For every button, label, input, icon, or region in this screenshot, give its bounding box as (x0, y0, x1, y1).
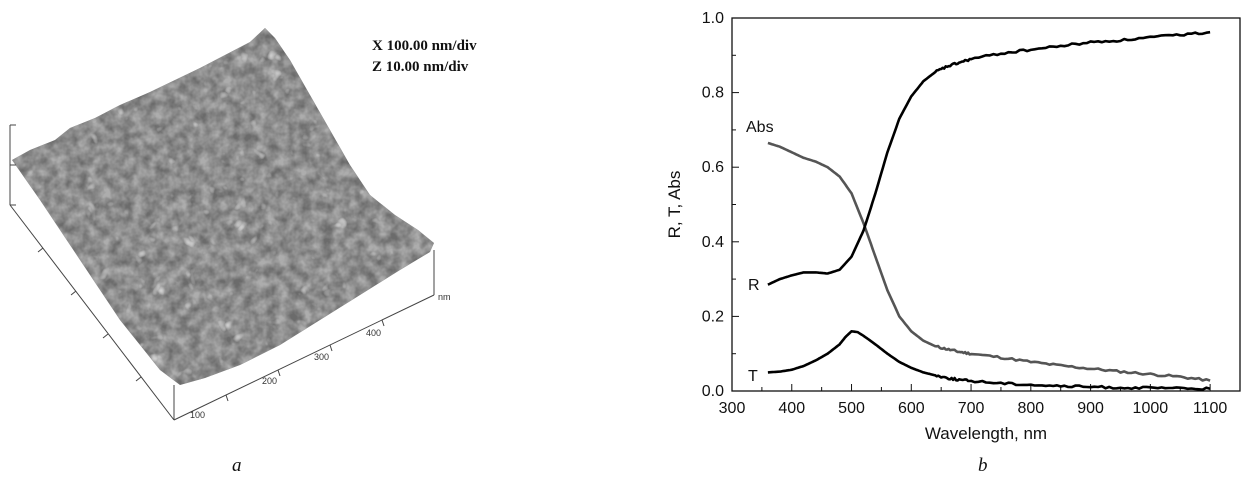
y-tick-label: 0.0 (702, 383, 724, 400)
x-tick-label: 300 (719, 400, 746, 417)
panel-label-b: b (978, 455, 988, 476)
y-tick-label: 0.6 (702, 159, 724, 176)
x-tick-label: 500 (838, 400, 865, 417)
plot-frame (731, 17, 1241, 392)
spectra-chart: 300 400 500 600 700 800 900 1000 1100 0.0 0.2 0.4 0… (665, 10, 1241, 443)
series-line-abs (767, 141, 1211, 382)
y-tick-label: 1.0 (702, 10, 724, 27)
afm-axes (9, 124, 435, 421)
y-tick-label: 0.2 (702, 308, 724, 325)
afm-axis-unit: nm (438, 292, 451, 302)
afm-tick-100: 100 (190, 410, 205, 420)
x-tick-label: 600 (898, 400, 925, 417)
series-line-t (767, 330, 1211, 391)
y-axis-label: R, T, Abs (665, 171, 684, 239)
afm-surface-image: X 100.00 nm/div Z 10.00 nm/div 100 200 3… (9, 28, 477, 421)
x-tick-label: 900 (1077, 400, 1104, 417)
afm-scale-z: Z 10.00 nm/div (372, 59, 469, 75)
x-tick-label: 1000 (1133, 400, 1169, 417)
x-tick-label: 400 (778, 400, 805, 417)
series-label-t: T (748, 368, 758, 385)
afm-scale-x: X 100.00 nm/div (372, 38, 477, 54)
panel-label-a: a (232, 455, 242, 476)
series-label-r: R (748, 277, 760, 294)
afm-tick-300: 300 (314, 352, 329, 362)
afm-tick-200: 200 (262, 376, 277, 386)
x-axis-label: Wavelength, nm (925, 424, 1047, 443)
x-tick-label: 800 (1017, 400, 1044, 417)
x-tick-label: 1100 (1193, 400, 1228, 417)
afm-panel: X 100.00 nm/div Z 10.00 nm/div 100 200 3… (0, 0, 620, 488)
x-tick-label: 700 (958, 400, 985, 417)
series-line-r (767, 30, 1211, 286)
series-label-abs: Abs (746, 119, 774, 136)
y-tick-label: 0.4 (702, 234, 724, 251)
afm-tick-400: 400 (366, 328, 381, 338)
y-tick-label: 0.8 (702, 85, 724, 102)
spectra-chart-panel: 300 400 500 600 700 800 900 1000 1100 0.0 0.2 0.4 0… (620, 0, 1253, 488)
